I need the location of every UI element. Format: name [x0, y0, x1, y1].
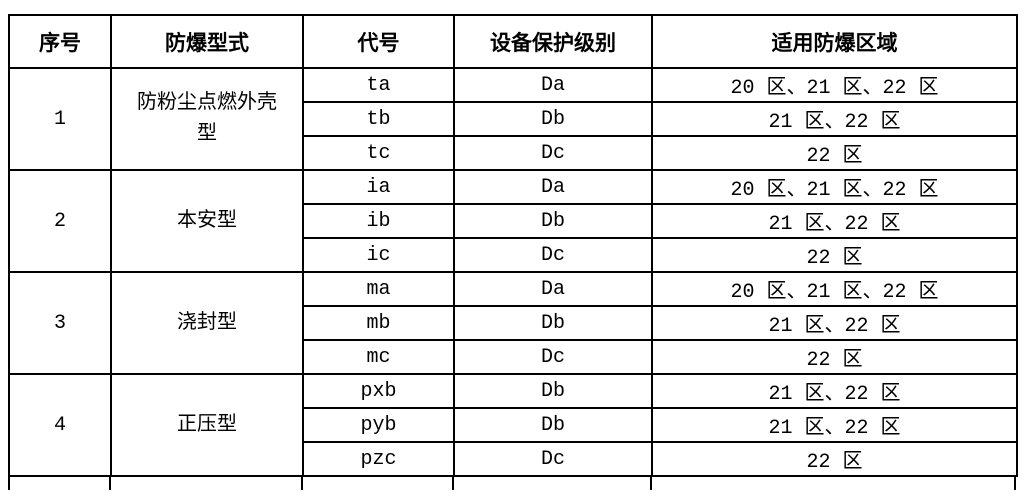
- cell-zones: 22 区: [651, 339, 1018, 375]
- cell-level: Db: [453, 305, 653, 341]
- table-row: tb Db 21 区、22 区: [9, 101, 1018, 137]
- cell-level: Da: [453, 169, 653, 205]
- group-type-text: 防粉尘点燃外壳型: [137, 92, 277, 146]
- cell-code: pzc: [302, 441, 455, 477]
- group-type-text: 浇封型: [177, 311, 237, 335]
- cell-code: pxb: [302, 373, 455, 409]
- cell-group-type: 正压型: [110, 373, 304, 477]
- col-header-applicable-zones: 适用防爆区域: [651, 14, 1018, 69]
- table-wrapper: 序号 防爆型式 代号 设备保护级别 适用防爆区域 1 防粉尘点燃外壳型 ta D…: [8, 14, 1018, 490]
- col-header-protection-type: 防爆型式: [110, 14, 304, 69]
- cell-level: Db: [453, 203, 653, 239]
- cell-code: ic: [302, 237, 455, 273]
- cell-zones: 21 区、22 区: [651, 373, 1018, 409]
- cropped-gridline-stub: [650, 477, 652, 490]
- cell-code: mc: [302, 339, 455, 375]
- cell-code: ia: [302, 169, 455, 205]
- cell-zones: 20 区、21 区、22 区: [651, 169, 1018, 205]
- cropped-gridline-stub: [452, 477, 454, 490]
- cell-group-type: 浇封型: [110, 271, 304, 375]
- explosion-proof-type-table: 序号 防爆型式 代号 设备保护级别 适用防爆区域 1 防粉尘点燃外壳型 ta D…: [8, 14, 1018, 477]
- cell-zones: 20 区、21 区、22 区: [651, 67, 1018, 103]
- col-header-equipment-protection-level: 设备保护级别: [453, 14, 653, 69]
- cell-group-no: 1: [8, 67, 112, 171]
- group-type-text: 本安型: [177, 209, 237, 233]
- cell-zones: 20 区、21 区、22 区: [651, 271, 1018, 307]
- cell-group-type: 本安型: [110, 169, 304, 273]
- cell-code: ib: [302, 203, 455, 239]
- cropped-gridline-stub: [109, 477, 111, 490]
- cell-zones: 21 区、22 区: [651, 101, 1018, 137]
- cell-code: mb: [302, 305, 455, 341]
- cell-level: Dc: [453, 135, 653, 171]
- cell-code: tb: [302, 101, 455, 137]
- cell-code: ta: [302, 67, 455, 103]
- col-header-serial-no: 序号: [8, 14, 112, 69]
- table-row: pyb Db 21 区、22 区: [9, 407, 1018, 443]
- cropped-gridline-stub: [8, 477, 10, 490]
- cell-group-no: 2: [8, 169, 112, 273]
- table-row: ib Db 21 区、22 区: [9, 203, 1018, 239]
- cell-zones: 21 区、22 区: [651, 203, 1018, 239]
- cell-zones: 21 区、22 区: [651, 305, 1018, 341]
- table-row: 2 本安型 ia Da 20 区、21 区、22 区: [8, 169, 1018, 273]
- cell-level: Dc: [453, 237, 653, 273]
- table-row: mb Db 21 区、22 区: [9, 305, 1018, 341]
- cell-code: ma: [302, 271, 455, 307]
- table-row: mc Dc 22 区: [9, 339, 1018, 375]
- cell-zones: 22 区: [651, 237, 1018, 273]
- table-row: 4 正压型 pxb Db 21 区、22 区: [8, 373, 1018, 477]
- cell-group-no: 3: [8, 271, 112, 375]
- cell-level: Da: [453, 67, 653, 103]
- cropped-gridline-stub: [1014, 477, 1016, 490]
- table-row: 3 浇封型 ma Da 20 区、21 区、22 区: [8, 271, 1018, 375]
- cell-zones: 22 区: [651, 441, 1018, 477]
- cell-group-no: 4: [8, 373, 112, 477]
- cell-level: Db: [453, 407, 653, 443]
- cell-level: Dc: [453, 339, 653, 375]
- col-header-code: 代号: [302, 14, 455, 69]
- cell-code: tc: [302, 135, 455, 171]
- table-row: 1 防粉尘点燃外壳型 ta Da 20 区、21 区、22 区: [8, 67, 1018, 171]
- group-type-text: 正压型: [177, 413, 237, 437]
- cell-level: Db: [453, 101, 653, 137]
- cell-level: Dc: [453, 441, 653, 477]
- table-row: pzc Dc 22 区: [9, 441, 1018, 477]
- header-row: 序号 防爆型式 代号 设备保护级别 适用防爆区域: [8, 14, 1018, 69]
- cell-code: pyb: [302, 407, 455, 443]
- cell-level: Da: [453, 271, 653, 307]
- cell-group-type: 防粉尘点燃外壳型: [110, 67, 304, 171]
- cell-zones: 21 区、22 区: [651, 407, 1018, 443]
- cell-level: Db: [453, 373, 653, 409]
- cell-zones: 22 区: [651, 135, 1018, 171]
- table-row: ic Dc 22 区: [9, 237, 1018, 273]
- cropped-gridline-stub: [301, 477, 303, 490]
- table-row: tc Dc 22 区: [9, 135, 1018, 171]
